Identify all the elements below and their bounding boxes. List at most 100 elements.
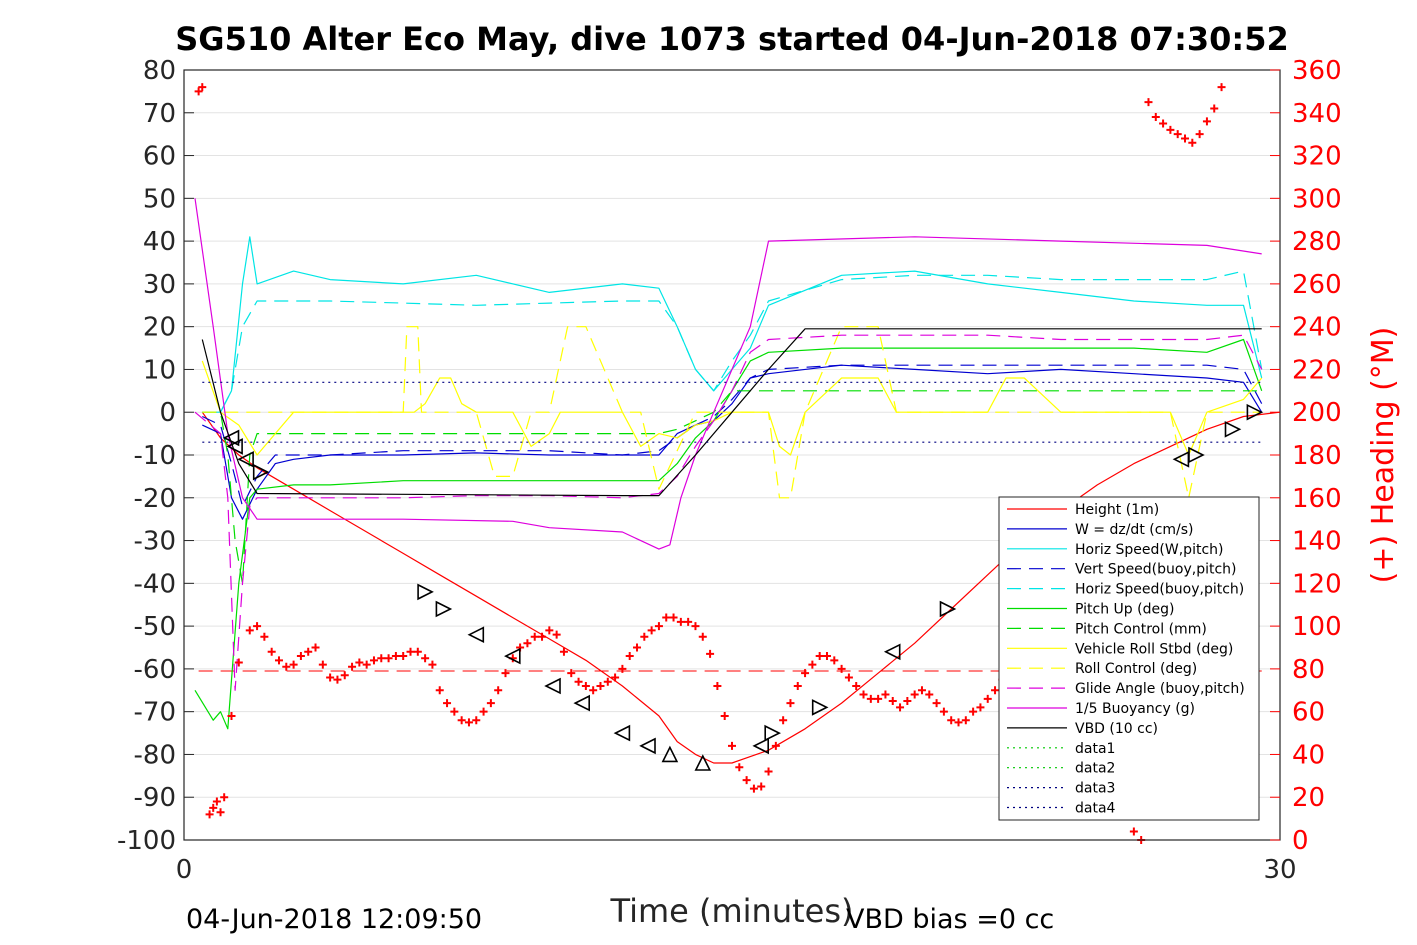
heading-point-62 [633,643,642,652]
heading-point-64 [647,626,656,635]
heading-point-41 [479,707,488,716]
right-tick-label-1: 340 [1292,99,1342,129]
heading-point-88 [822,652,831,661]
heading-point-70 [691,622,700,631]
x-tick-label-0: 0 [176,855,193,885]
heading-point-49 [538,632,547,641]
right-tick-label-14: 80 [1292,655,1325,685]
heading-point-58 [603,677,612,686]
heading-point-3 [209,803,218,812]
heading-point-135 [1166,125,1175,134]
legend-label-7: Vehicle Roll Stbd (deg) [1075,641,1233,657]
left-tick-label-13: -50 [134,612,176,642]
left-tick-label-15: -70 [134,698,176,728]
heading-point-34 [428,660,437,669]
series-line-10 [194,198,1262,550]
series-line-4 [202,270,1263,413]
heading-point-30 [399,652,408,661]
heading-point-16 [296,652,305,661]
legend-label-9: Glide Angle (buoy,pitch) [1075,681,1245,697]
depth-marker-12 [661,745,679,763]
left-tick-label-7: 10 [143,355,176,385]
heading-point-98 [896,703,905,712]
legend-label-14: data3 [1075,781,1115,797]
depth-marker-5 [435,600,453,618]
legend-label-11: VBD (10 cc) [1075,721,1158,737]
heading-point-19 [318,660,327,669]
heading-point-4 [212,797,221,806]
heading-point-87 [815,652,824,661]
heading-point-108 [969,707,978,716]
depth-marker-10 [613,724,631,742]
heading-point-38 [457,716,466,725]
depth-marker-21 [1188,446,1205,464]
depth-marker-4 [417,583,434,601]
heading-point-104 [939,707,948,716]
heading-point-32 [413,647,422,656]
heading-point-11 [260,632,269,641]
footer-timestamp: 04-Jun-2018 12:09:50 [186,904,482,935]
right-tick-label-6: 240 [1292,313,1342,343]
heading-point-35 [435,686,444,695]
heading-point-138 [1188,138,1197,147]
x-axis-ticks: 0 30 [176,855,1297,885]
right-tick-label-15: 60 [1292,698,1325,728]
heading-point-134 [1159,119,1168,128]
heading-point-10 [253,622,262,631]
series-line-5 [194,338,1263,730]
left-tick-label-12: -40 [134,569,176,599]
legend-label-2: Horiz Speed(W,pitch) [1075,542,1223,558]
heading-point-6 [220,793,229,802]
depth-marker-13 [694,754,712,771]
heading-point-76 [735,763,744,772]
heading-point-59 [611,673,620,682]
heading-point-56 [589,686,598,695]
heading-point-86 [808,660,817,669]
heading-point-96 [881,690,890,699]
left-tick-label-3: 50 [143,184,176,214]
heading-point-85 [801,669,810,678]
left-tick-label-14: -60 [134,655,176,685]
heading-point-13 [274,656,283,665]
right-tick-label-0: 360 [1292,56,1342,86]
left-tick-label-11: -30 [134,527,176,557]
right-tick-label-8: 200 [1292,398,1342,428]
heading-point-14 [282,662,291,671]
heading-point-73 [713,682,722,690]
heading-point-52 [559,647,568,656]
heading-point-27 [377,654,386,663]
depth-marker-9 [573,694,591,712]
heading-point-65 [654,622,663,631]
left-tick-label-0: 80 [143,56,176,86]
legend-label-5: Pitch Up (deg) [1075,602,1174,618]
legend-label-15: data4 [1075,801,1116,817]
depth-marker-18 [939,600,957,618]
heading-point-54 [574,677,583,686]
depth-marker-1 [226,438,243,455]
depth-marker-23 [1246,403,1264,421]
right-tick-label-3: 300 [1292,184,1342,214]
heading-point-8 [234,658,243,667]
depth-marker-11 [639,737,656,755]
series-line-7 [201,360,1263,456]
legend-box [998,496,1260,821]
depth-marker-17 [883,643,901,661]
heading-point-44 [501,669,510,678]
series-line-8 [202,326,1262,499]
heading-point-53 [567,669,576,678]
x-axis-label: Time (minutes) [610,892,854,930]
heading-point-21 [333,675,342,684]
heading-point-140 [1202,117,1211,126]
right-tick-label-11: 140 [1292,527,1342,557]
heading-point-42 [486,699,495,708]
heading-point-89 [830,656,839,665]
heading-point-72 [706,649,715,658]
heading-point-110 [983,694,992,703]
heading-point-26 [369,656,378,665]
heading-point-33 [421,654,430,663]
heading-point-132 [1144,98,1153,107]
heading-point-57 [596,682,605,690]
heading-point-75 [728,741,736,750]
heading-point-102 [925,690,934,699]
right-tick-label-2: 320 [1292,142,1342,172]
